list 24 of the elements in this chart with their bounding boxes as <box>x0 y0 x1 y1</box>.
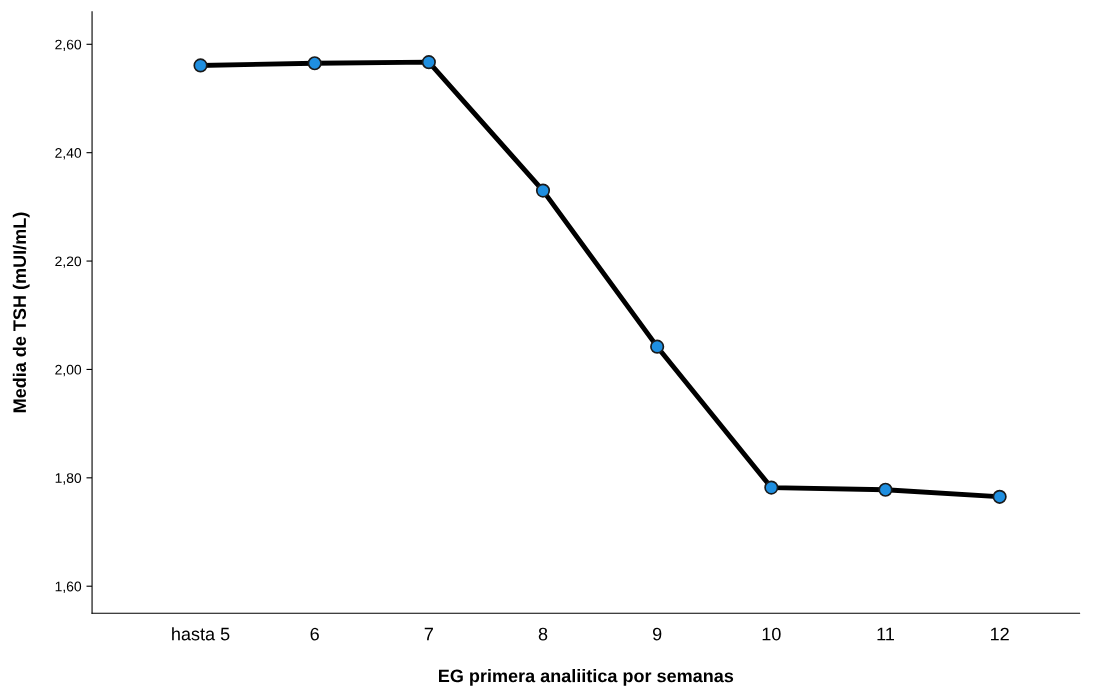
x-tick-label: hasta 5 <box>172 627 230 641</box>
y-tick-label: 1,80 <box>55 473 82 485</box>
point <box>535 183 551 198</box>
point <box>878 482 893 497</box>
x-tick-label: 9 <box>652 627 662 641</box>
point <box>992 489 1007 504</box>
x-tick-label: 6 <box>310 627 319 641</box>
point <box>764 480 779 495</box>
y-axis-title: Media de TSH (mUI/mL) <box>12 212 30 413</box>
point <box>650 339 665 354</box>
x-tick-label: 7 <box>424 627 433 641</box>
x-axis-title: EG primera analiitica por semanas <box>439 669 734 686</box>
y-tick-label: 2,60 <box>55 39 82 52</box>
y-tick-label: 2,40 <box>55 148 82 160</box>
point <box>421 55 436 70</box>
x-tick-label: 11 <box>877 627 894 641</box>
y-tick-label: 1,60 <box>55 581 82 594</box>
x-tick-label: 8 <box>538 627 548 641</box>
y-tick-label: 2,20 <box>55 256 82 268</box>
point <box>193 58 208 73</box>
x-tick-label: 12 <box>990 627 1009 641</box>
point <box>307 56 322 71</box>
x-tick-label: 10 <box>762 627 781 641</box>
y-tick-label: 2,00 <box>55 364 82 377</box>
